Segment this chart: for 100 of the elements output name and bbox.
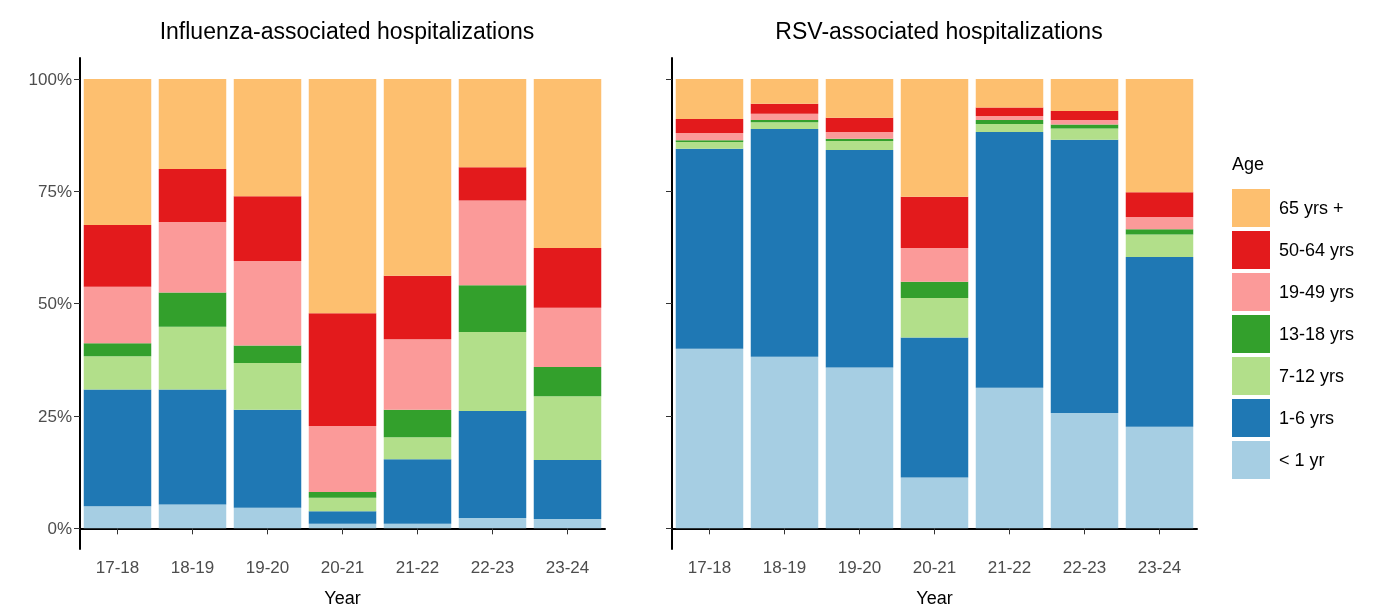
bar: [750, 103, 819, 114]
bar: [158, 79, 227, 169]
x-tick-label: 21-22: [987, 558, 1032, 577]
bar: [533, 79, 602, 249]
bar: [308, 425, 377, 492]
legend-label: 13-18 yrs: [1279, 324, 1355, 344]
x-tick-label: 23-24: [545, 558, 590, 577]
bar: [1125, 234, 1194, 258]
bar: [233, 261, 302, 346]
bar: [158, 326, 227, 390]
bar: [158, 504, 227, 529]
legend-label: < 1 yr: [1279, 450, 1325, 470]
bar: [533, 460, 602, 519]
bar: [83, 356, 152, 390]
bar: [675, 119, 744, 134]
bar: [900, 477, 969, 529]
bar: [533, 367, 602, 397]
bar: [1050, 412, 1119, 529]
bar: [83, 286, 152, 344]
bar: [83, 225, 152, 287]
chart-title: RSV-associated hospitalizations: [775, 17, 1103, 44]
bar: [158, 168, 227, 222]
bar: [675, 133, 744, 141]
bar: [1050, 128, 1119, 140]
legend-title: Age: [1232, 154, 1265, 174]
x-axis-title: Year: [916, 588, 953, 608]
bar: [383, 459, 452, 524]
x-tick-label: 18-19: [762, 558, 807, 577]
bar: [233, 196, 302, 262]
bar: [975, 79, 1044, 108]
bar: [83, 506, 152, 529]
bar: [1125, 192, 1194, 218]
bar: [83, 343, 152, 357]
bar: [308, 511, 377, 524]
legend-label: 19-49 yrs: [1279, 282, 1355, 302]
legend-label: 1-6 yrs: [1279, 408, 1335, 428]
bar: [308, 497, 377, 512]
bar: [825, 141, 894, 151]
bar: [675, 79, 744, 120]
bar: [675, 148, 744, 349]
bar: [533, 396, 602, 461]
bar: [383, 339, 452, 410]
bar: [675, 142, 744, 149]
chart-title: Influenza-associated hospitalizations: [159, 17, 535, 44]
bar: [975, 132, 1044, 388]
bar: [900, 196, 969, 249]
x-tick-label: 17-18: [687, 558, 732, 577]
bar: [900, 337, 969, 478]
bar: [533, 307, 602, 368]
bar: [900, 297, 969, 338]
bar: [1050, 111, 1119, 120]
bar: [383, 79, 452, 276]
bar: [1125, 229, 1194, 235]
bar: [158, 389, 227, 505]
bar: [1125, 426, 1194, 529]
bar: [458, 332, 527, 412]
bar: [458, 411, 527, 518]
legend-label: 65 yrs +: [1279, 198, 1344, 218]
bar: [900, 281, 969, 298]
y-tick-label: 50%: [37, 294, 72, 314]
x-tick-label: 21-22: [395, 558, 440, 577]
bar: [900, 248, 969, 282]
bar: [750, 122, 819, 129]
bar: [900, 79, 969, 197]
bar: [825, 79, 894, 118]
bar: [1050, 124, 1119, 129]
y-tick-label: 75%: [37, 181, 72, 201]
bar: [458, 200, 527, 286]
bar: [825, 132, 894, 139]
bar: [383, 437, 452, 460]
x-tick-label: 20-21: [320, 558, 365, 577]
bar: [1125, 257, 1194, 427]
bar: [458, 285, 527, 333]
bar: [675, 348, 744, 529]
x-tick-label: 22-23: [470, 558, 515, 577]
bar: [308, 491, 377, 498]
bar: [750, 128, 819, 357]
bar: [975, 387, 1044, 529]
bar: [975, 119, 1044, 125]
bar: [83, 389, 152, 507]
x-tick-label: 18-19: [170, 558, 215, 577]
bar: [750, 113, 819, 120]
bar: [233, 507, 302, 529]
y-tick-label: 100%: [28, 69, 72, 89]
x-tick-label: 22-23: [1062, 558, 1107, 577]
x-tick-label: 17-18: [95, 558, 140, 577]
x-axis-title: Year: [324, 588, 361, 608]
bar: [1050, 79, 1119, 112]
bar: [750, 356, 819, 529]
bar: [83, 79, 152, 226]
x-tick-label: 23-24: [1137, 558, 1182, 577]
bar: [750, 79, 819, 104]
bar: [975, 115, 1044, 120]
x-tick-label: 20-21: [912, 558, 957, 577]
bar: [383, 409, 452, 438]
x-tick-label: 19-20: [245, 558, 290, 577]
bar: [533, 248, 602, 308]
bar: [308, 79, 377, 314]
bar: [1125, 217, 1194, 230]
bar: [233, 345, 302, 364]
